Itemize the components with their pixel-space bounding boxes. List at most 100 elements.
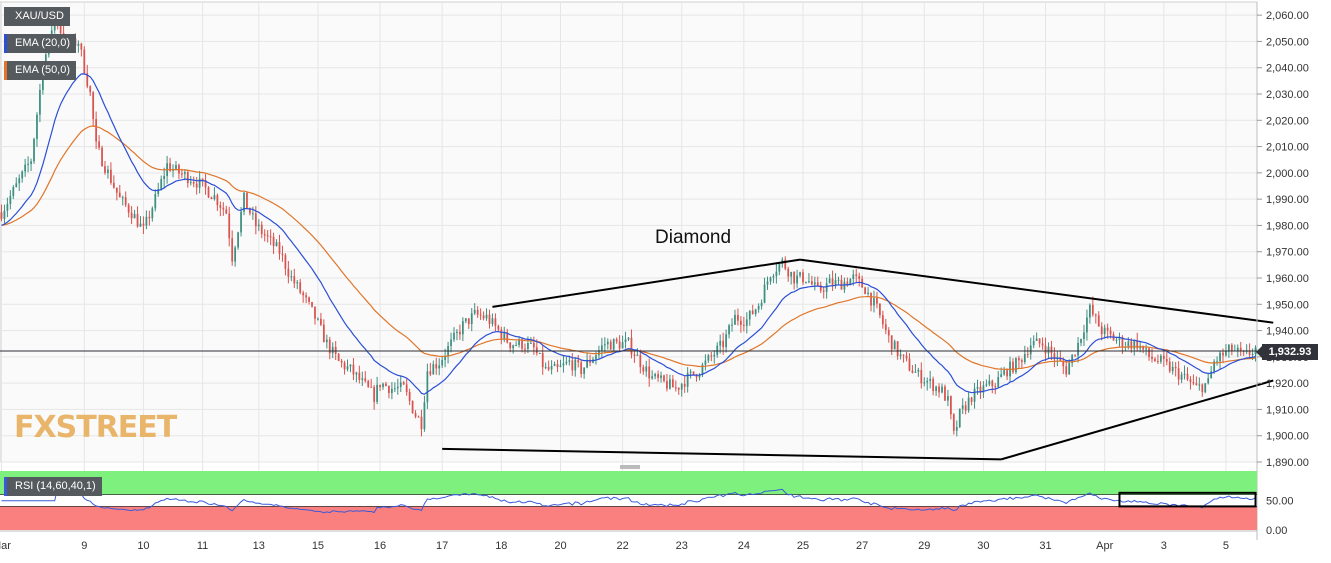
time-axis[interactable]: Mar 9 10 11 13 15 16 17 18 20 22 23 24 25 27 29 30 31 Apr 3… (0, 530, 1257, 552)
legend-ema20[interactable]: EMA (20,0) (4, 34, 77, 53)
plot-area (0, 1, 1258, 463)
candle-body (1225, 351, 1227, 356)
candle-body (482, 315, 485, 319)
candle-body (964, 405, 967, 411)
diamond-pattern (442, 258, 1274, 461)
candle-body (642, 367, 645, 372)
candle-body (958, 408, 961, 428)
candle-body (538, 352, 541, 354)
candle-body (553, 364, 556, 366)
rsi-tick-label: 50.00 (1266, 496, 1294, 508)
candle-body (6, 204, 9, 211)
ema-50-line (1, 125, 1256, 371)
candle-body (923, 382, 926, 384)
candle-body (1077, 342, 1079, 356)
candle-body (305, 295, 308, 298)
candle-body (1189, 379, 1192, 383)
candle-body (1047, 346, 1050, 354)
candle-body (249, 208, 251, 214)
candle-body (813, 282, 816, 285)
candle-body (133, 214, 136, 219)
candle-body (467, 318, 470, 325)
candle-body (1177, 368, 1180, 380)
candle-body (636, 354, 639, 356)
price-tick-label: 1,900.00 (1266, 431, 1309, 443)
time-tick-label: 5 (1223, 540, 1229, 552)
candle-body (775, 271, 778, 277)
candle-body (337, 353, 340, 361)
candle-body (308, 297, 310, 302)
candle-body (1089, 304, 1091, 318)
time-tick-label: 18 (495, 540, 507, 552)
time-tick-label: 22 (616, 540, 628, 552)
panel-divider-handle[interactable] (620, 465, 640, 469)
candle-body (683, 383, 686, 387)
price-axis[interactable]: 1,890.001,900.001,910.001,920.001,930.00… (1256, 2, 1309, 540)
candle-body (704, 360, 707, 365)
candle-body (657, 374, 659, 378)
legend-ema50[interactable]: EMA (50,0) (4, 61, 77, 80)
candle-body (399, 382, 402, 387)
candle-body (917, 369, 920, 372)
candle-body (1145, 348, 1147, 350)
candle-body (716, 345, 719, 355)
legend-rsi[interactable]: RSI (14,60,40,1) (4, 477, 102, 496)
candle-body (808, 281, 810, 283)
candle-body (929, 378, 932, 381)
rsi-line (1, 486, 1256, 514)
candle-body (346, 366, 349, 370)
diamond-trendline (492, 258, 801, 308)
candle-body (148, 216, 151, 219)
candle-body (787, 268, 790, 277)
candle-body (376, 384, 378, 402)
pattern-label: Diamond (655, 227, 731, 248)
legend-symbol[interactable]: XAU/USD (4, 7, 70, 26)
candle-body (766, 281, 769, 285)
candle-body (858, 275, 861, 279)
candle-body (671, 379, 674, 388)
candle-body (846, 281, 849, 286)
candle-body (914, 371, 917, 373)
candle-body (364, 378, 367, 382)
candle-body (973, 388, 976, 402)
candle-body (494, 318, 497, 326)
candle-body (127, 204, 130, 213)
candle-body (1020, 360, 1023, 362)
candle-body (479, 314, 482, 316)
candle-body (257, 224, 260, 227)
candle-body (464, 318, 467, 322)
candle-body (36, 114, 38, 139)
candle-body (343, 362, 346, 370)
fxstreet-logo: FXSTREET (14, 410, 177, 445)
candle-body (12, 187, 15, 196)
candle-body (674, 387, 677, 389)
price-tick-label: 2,000.00 (1266, 168, 1309, 180)
candle-body (1118, 337, 1121, 340)
candle-body (574, 359, 577, 371)
candle-body (864, 287, 866, 295)
candle-body (432, 364, 435, 375)
candle-body (21, 171, 24, 179)
candle-body (1219, 352, 1221, 362)
candle-body (15, 183, 18, 188)
candle-body (583, 367, 586, 374)
candle-body (1015, 358, 1017, 373)
candle-body (136, 214, 139, 227)
candle-body (145, 216, 148, 226)
candle-body (169, 163, 171, 171)
time-tick-label: 23 (676, 540, 688, 552)
price-tick-label: 1,920.00 (1266, 378, 1309, 390)
candle-body (577, 359, 580, 363)
candle-body (947, 396, 949, 401)
candle-body (745, 319, 748, 326)
candle-body (955, 427, 958, 431)
candle-body (459, 331, 461, 335)
candle-body (1023, 354, 1026, 362)
candle-body (231, 238, 234, 262)
candle-body (559, 365, 562, 367)
time-tick-label: 29 (918, 540, 930, 552)
candle-body (920, 369, 923, 384)
candle-body (1065, 366, 1068, 375)
time-tick-label: 11 (197, 540, 208, 552)
